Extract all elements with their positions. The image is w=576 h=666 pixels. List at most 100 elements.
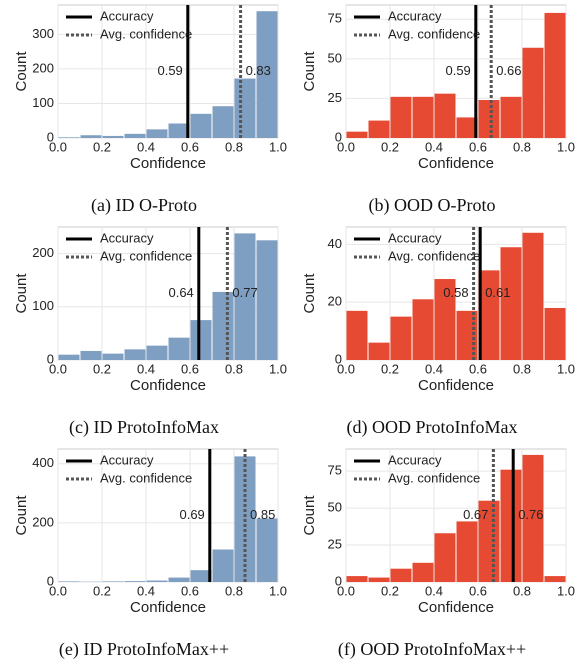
reference-value-label: 0.61 [485,285,510,300]
reference-value-label: 0.83 [246,63,271,78]
bar [478,100,500,138]
x-tick-label: 0.0 [337,361,355,376]
x-tick-label: 0.2 [93,583,111,598]
bar [190,570,212,582]
bar [478,270,500,360]
x-axis-label: Confidence [130,155,206,172]
bar [80,350,102,360]
histogram-panel: 0 25 50 75 0.0 0.2 0.4 0.6 0.8 1.0 0.76 Accuracy 0.6… [301,448,575,660]
x-tick-label: 1.0 [269,361,287,376]
reference-value-label: 0.64 [168,285,193,300]
x-tick-label: 0.2 [381,583,399,598]
y-tick-label: 0 [335,573,342,588]
x-tick-label: 1.0 [557,361,575,376]
histogram-panel: 0 20 40 0.0 0.2 0.4 0.6 0.8 1.0 0.61 Accuracy 0.58 A… [301,226,575,438]
bar [256,518,278,582]
y-tick-label: 200 [32,245,54,260]
x-axis-label: Confidence [418,155,494,172]
bar [234,78,256,138]
bar [346,310,368,360]
x-tick-label: 0.8 [225,361,243,376]
x-tick-label: 0.0 [49,361,67,376]
legend-label: Accuracy [100,230,154,245]
bar [368,342,390,360]
x-tick-label: 0.2 [381,361,399,376]
x-tick-label: 0.4 [137,361,155,376]
bar [522,454,544,582]
x-axis-label: Confidence [418,599,494,616]
bar [390,96,412,138]
bar [412,96,434,138]
bar [456,521,478,582]
x-tick-label: 0.6 [181,361,199,376]
bar [212,106,234,138]
x-tick-label: 0.6 [181,139,199,154]
x-tick-label: 0.4 [137,583,155,598]
y-tick-label: 75 [328,11,342,26]
y-tick-label: 100 [32,95,54,110]
bar [58,137,80,138]
caption: (a) ID O-Proto [91,195,197,216]
bar [412,562,434,582]
legend-label: Accuracy [100,452,154,467]
bar [146,345,168,360]
x-axis-label: Confidence [130,599,206,616]
reference-value-label: 0.58 [443,285,468,300]
bar [500,247,522,360]
y-axis-label: Count [13,51,30,92]
legend-label: Avg. confidence [100,470,192,485]
reference-value-label: 0.67 [463,507,488,522]
bar [146,129,168,138]
x-tick-label: 0.8 [513,583,531,598]
bar [168,123,190,138]
bar [500,469,522,582]
bar [124,581,146,582]
histogram-panel: 0 100 200 300 0.0 0.2 0.4 0.6 0.8 1.0 0.59 Accuracy… [13,4,287,216]
bar [544,12,566,139]
y-tick-label: 0 [47,351,54,366]
caption: (f) OOD ProtoInfoMax++ [338,639,526,660]
bar [368,577,390,582]
legend-label: Avg. confidence [388,26,480,41]
y-tick-label: 0 [335,129,342,144]
bar [102,135,124,138]
x-tick-label: 0.0 [49,139,67,154]
y-tick-label: 50 [328,50,342,65]
y-tick-label: 75 [328,463,342,478]
bar [256,240,278,360]
bar [544,576,566,582]
bar [212,549,234,582]
y-tick-label: 25 [328,90,342,105]
x-axis-label: Confidence [130,377,206,394]
x-tick-label: 0.4 [425,139,443,154]
bar [522,232,544,360]
legend-label: Accuracy [388,452,442,467]
legend-label: Avg. confidence [388,248,480,263]
x-tick-label: 1.0 [557,139,575,154]
x-tick-label: 0.0 [49,583,67,598]
caption: (e) ID ProtoInfoMax++ [59,639,229,660]
bar [390,316,412,360]
y-axis-label: Count [13,273,30,314]
x-tick-label: 0.8 [225,139,243,154]
bar [368,120,390,138]
y-tick-label: 0 [47,573,54,588]
bar [500,96,522,138]
x-axis-label: Confidence [418,377,494,394]
bar [124,349,146,360]
legend-label: Avg. confidence [100,26,192,41]
histogram-panel: 0 200 400 0.0 0.2 0.4 0.6 0.8 1.0 0.69 Accuracy 0.8… [13,448,287,660]
y-tick-label: 200 [32,514,54,529]
bar [168,337,190,360]
x-tick-label: 0.4 [137,139,155,154]
caption: (d) OOD ProtoInfoMax [347,417,518,438]
x-tick-label: 0.8 [225,583,243,598]
bar [190,320,212,360]
bar [124,133,146,138]
reference-value-label: 0.76 [518,507,543,522]
y-tick-label: 200 [32,60,54,75]
bar [544,307,566,360]
y-tick-label: 400 [32,455,54,470]
x-tick-label: 0.6 [469,139,487,154]
